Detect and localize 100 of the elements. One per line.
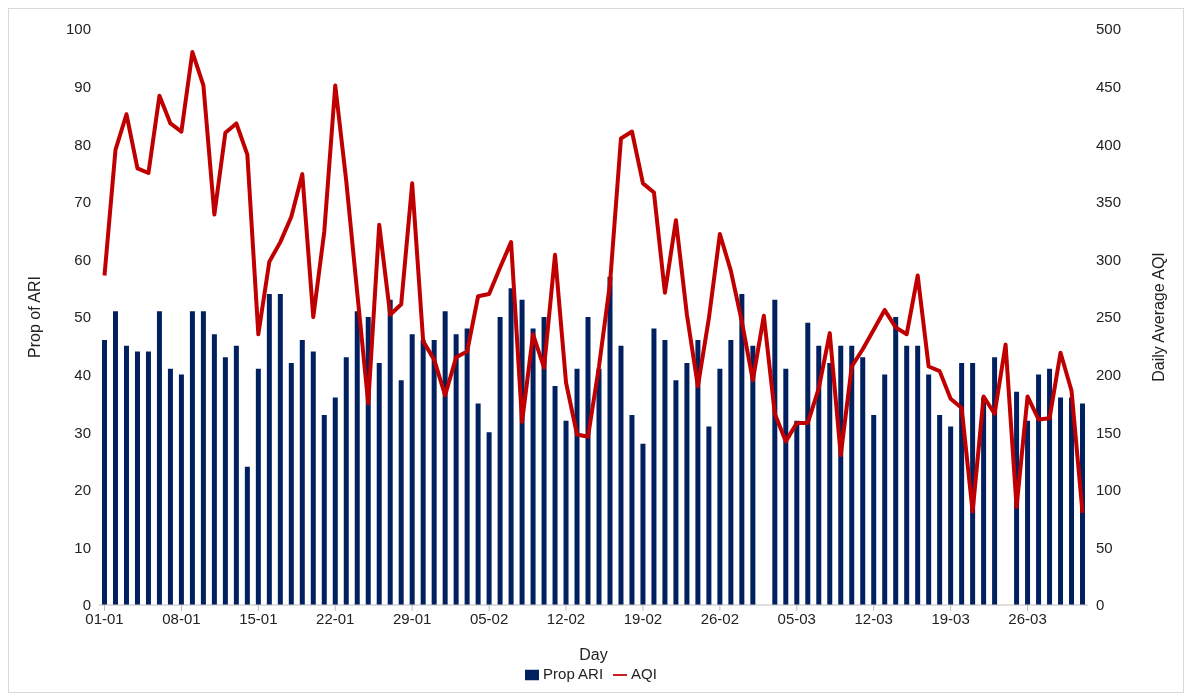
bar <box>783 368 789 605</box>
x-tick-label: 26-03 <box>1008 609 1047 627</box>
bar <box>211 334 217 605</box>
bar <box>453 334 459 605</box>
bar <box>805 322 811 605</box>
bar <box>816 345 822 605</box>
y-tick-label: 50 <box>74 308 91 326</box>
x-tick-label: 26-02 <box>700 609 740 627</box>
legend-label: Prop ARI <box>543 664 604 682</box>
x-tick-label: 19-02 <box>623 609 663 627</box>
y2-tick-label: 200 <box>1096 365 1122 383</box>
bar <box>145 351 151 605</box>
bar <box>497 316 503 605</box>
x-tick-label: 05-02 <box>469 609 509 627</box>
bar <box>102 340 107 605</box>
bar <box>486 432 492 605</box>
bar <box>948 426 954 605</box>
bar <box>673 380 679 605</box>
bar <box>662 340 668 605</box>
bar <box>937 414 943 605</box>
bar <box>332 397 338 605</box>
bar <box>442 311 448 605</box>
bar <box>134 351 140 605</box>
y-tick-label: 90 <box>74 77 91 95</box>
y-tick-label: 70 <box>74 193 91 211</box>
bar <box>640 443 646 605</box>
bar <box>618 345 624 605</box>
legend-label: AQI <box>631 664 657 682</box>
bar <box>123 345 129 605</box>
bar <box>167 368 173 605</box>
bar <box>1036 374 1042 605</box>
bar <box>112 311 118 605</box>
bar <box>695 340 701 605</box>
bar <box>1025 420 1031 605</box>
bar <box>398 380 404 605</box>
y-tick-label: 40 <box>74 365 91 383</box>
bar <box>354 311 360 605</box>
x-tick-label: 12-03 <box>854 609 893 627</box>
y2-tick-label: 50 <box>1096 538 1113 556</box>
bar <box>189 311 195 605</box>
bar <box>299 340 305 605</box>
y2-tick-label: 0 <box>1096 596 1105 614</box>
x-tick-label: 19-03 <box>931 609 970 627</box>
bar <box>596 368 602 605</box>
bar <box>750 345 756 605</box>
bar <box>574 368 580 605</box>
bar <box>706 426 712 605</box>
bar <box>288 363 294 605</box>
bar <box>420 340 426 605</box>
y2-tick-label: 100 <box>1096 481 1122 499</box>
bar <box>387 299 393 605</box>
y2-tick-label: 400 <box>1096 135 1122 153</box>
bar <box>200 311 206 605</box>
bar <box>926 374 932 605</box>
bar <box>376 363 382 605</box>
bar <box>508 288 514 605</box>
bar <box>530 328 536 605</box>
bar <box>959 363 965 605</box>
bar <box>1047 368 1053 605</box>
y-tick-label: 20 <box>74 481 91 499</box>
bar <box>541 316 547 605</box>
x-tick-label: 22-01 <box>316 609 355 627</box>
bar <box>827 363 833 605</box>
y2-tick-label: 250 <box>1096 308 1122 326</box>
bar <box>431 340 437 605</box>
bar <box>585 316 591 605</box>
bar <box>915 345 921 605</box>
x-axis-title: Day <box>579 645 608 663</box>
x-tick-label: 12-02 <box>546 609 586 627</box>
bar <box>893 316 899 605</box>
bar <box>266 293 272 605</box>
bar <box>717 368 723 605</box>
bar <box>464 328 470 605</box>
bar <box>255 368 261 605</box>
bar <box>728 340 734 605</box>
bar <box>1058 397 1064 605</box>
bar <box>552 386 558 605</box>
bar <box>849 345 855 605</box>
x-tick-label: 08-01 <box>162 609 201 627</box>
bar <box>277 293 283 605</box>
bar <box>772 299 778 605</box>
bar <box>871 414 877 605</box>
bar <box>343 357 349 605</box>
y2-axis-title: Daily Average AQI <box>1149 252 1167 382</box>
x-tick-label: 29-01 <box>393 609 432 627</box>
bar <box>244 466 250 605</box>
bar <box>607 276 613 605</box>
bar <box>310 351 316 605</box>
y2-tick-label: 150 <box>1096 423 1122 441</box>
line-series <box>102 50 1085 515</box>
bar <box>563 420 569 605</box>
y-tick-label: 60 <box>74 250 91 268</box>
y-axis-title: Prop of ARI <box>25 276 43 358</box>
bar <box>178 374 184 605</box>
y-tick-label: 80 <box>74 135 91 153</box>
bar <box>409 334 415 605</box>
bar <box>992 357 998 605</box>
bar <box>156 311 162 605</box>
y-tick-label: 30 <box>74 423 91 441</box>
x-tick-label: 15-01 <box>239 609 278 627</box>
